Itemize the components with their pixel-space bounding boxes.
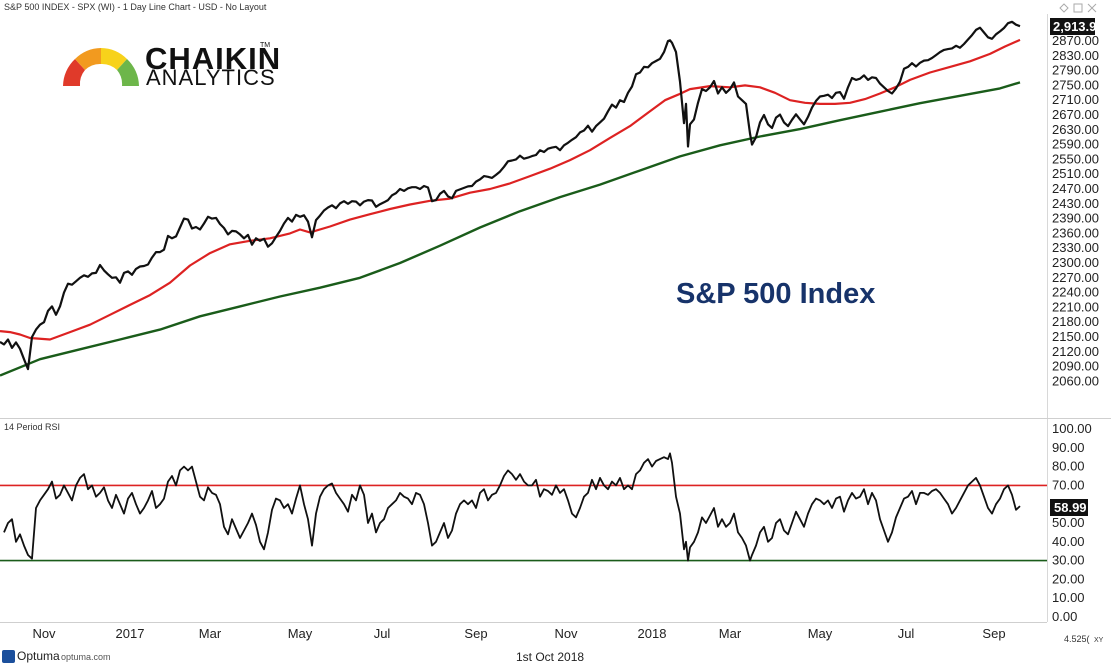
footer-vendor-url: optuma.com xyxy=(61,652,111,662)
rsi-y-tick-label: 90.00 xyxy=(1052,440,1085,455)
rsi-y-tick-label: 70.00 xyxy=(1052,477,1085,492)
price-last-value: 2,913.98 xyxy=(1050,18,1104,35)
price-y-tick-label: 2870.00 xyxy=(1052,33,1099,48)
price-y-tick-label: 2750.00 xyxy=(1052,77,1099,92)
rsi-y-tick-label: 30.00 xyxy=(1052,553,1085,568)
price-line xyxy=(0,20,1021,371)
price-y-axis: 2060.002090.002120.002150.002180.002210.… xyxy=(1052,33,1099,388)
chart-annotation: S&P 500 Index xyxy=(676,278,875,310)
x-tick-label: 2018 xyxy=(638,626,667,641)
rsi-last-value: 58.99 xyxy=(1050,499,1088,516)
rsi-y-tick-label: 80.00 xyxy=(1052,459,1085,474)
close-icon[interactable] xyxy=(1087,3,1097,13)
optuma-logo-icon xyxy=(2,650,15,663)
logo-gauge-red xyxy=(63,59,85,86)
restore-icon[interactable] xyxy=(1073,3,1083,13)
x-tick-label: Jul xyxy=(374,626,391,641)
price-y-tick-label: 2390.00 xyxy=(1052,211,1099,226)
logo-gauge-yellow xyxy=(101,48,127,70)
price-y-tick-label: 2120.00 xyxy=(1052,344,1099,359)
diamond-icon[interactable] xyxy=(1059,3,1069,13)
price-y-tick-label: 2150.00 xyxy=(1052,329,1099,344)
price-plot xyxy=(0,20,1021,377)
price-y-tick-label: 2710.00 xyxy=(1052,92,1099,107)
price-y-tick-label: 2550.00 xyxy=(1052,151,1099,166)
price-y-tick-label: 2090.00 xyxy=(1052,359,1099,374)
price-y-tick-label: 2790.00 xyxy=(1052,63,1099,78)
rsi-line xyxy=(3,452,1021,562)
chaikin-logo: CHAIKIN TM ANALYTICS xyxy=(63,41,281,90)
rsi-plot xyxy=(0,452,1047,562)
price-y-tick-label: 2510.00 xyxy=(1052,166,1099,181)
price-last-value-box xyxy=(1050,18,1095,35)
price-y-tick-label: 2830.00 xyxy=(1052,48,1099,63)
brand-name-line2: ANALYTICS xyxy=(146,65,276,90)
rsi-y-tick-label: 40.00 xyxy=(1052,534,1085,549)
brand-tm: TM xyxy=(260,42,270,49)
rsi-last-value-box xyxy=(1050,499,1088,516)
rsi-y-tick-label: 50.00 xyxy=(1052,515,1085,530)
price-y-tick-label: 2270.00 xyxy=(1052,270,1099,285)
brand-name-line1: CHAIKIN xyxy=(145,41,281,76)
price-y-tick-label: 2060.00 xyxy=(1052,373,1099,388)
price-last-value-text: 2,913.98 xyxy=(1053,19,1104,34)
rsi-y-tick-label: 100.00 xyxy=(1052,421,1092,436)
price-y-tick-label: 2590.00 xyxy=(1052,137,1099,152)
rsi-last-value-text: 58.99 xyxy=(1054,500,1087,515)
rsi-y-tick-label: 10.00 xyxy=(1052,590,1085,605)
x-tick-label: Jul xyxy=(898,626,915,641)
footer-vendor: Optuma xyxy=(17,649,60,663)
x-tick-label: Sep xyxy=(464,626,487,641)
price-y-tick-label: 2630.00 xyxy=(1052,122,1099,137)
ma50-line xyxy=(0,38,1021,341)
price-y-tick-label: 2330.00 xyxy=(1052,240,1099,255)
price-y-tick-label: 2360.00 xyxy=(1052,225,1099,240)
window-controls xyxy=(1059,3,1097,13)
x-tick-label: Mar xyxy=(199,626,222,641)
price-y-tick-label: 2470.00 xyxy=(1052,181,1099,196)
rsi-y-tick-label: 20.00 xyxy=(1052,571,1085,586)
rsi-y-axis: 0.0010.0020.0030.0040.0050.0060.0070.008… xyxy=(1052,421,1092,624)
price-y-tick-label: 2210.00 xyxy=(1052,299,1099,314)
price-y-tick-label: 2670.00 xyxy=(1052,107,1099,122)
rsi-y-tick-label: 0.00 xyxy=(1052,609,1077,624)
x-tick-label: 2017 xyxy=(116,626,145,641)
price-y-tick-label: 2430.00 xyxy=(1052,196,1099,211)
logo-gauge-orange xyxy=(75,48,101,70)
logo-gauge-green xyxy=(117,59,139,86)
chart-header-title: S&P 500 INDEX - SPX (WI) - 1 Day Line Ch… xyxy=(4,2,267,12)
x-tick-label: Mar xyxy=(719,626,742,641)
rsi-panel-title: 14 Period RSI xyxy=(4,422,60,432)
footer-date: 1st Oct 2018 xyxy=(516,650,584,664)
price-y-tick-label: 2240.00 xyxy=(1052,285,1099,300)
footer-xy-label: XY xyxy=(1094,637,1104,644)
ma200-line xyxy=(0,81,1021,377)
footer: Optuma optuma.com 1st Oct 2018 4.525( XY xyxy=(2,634,1104,664)
x-tick-label: May xyxy=(808,626,833,641)
price-y-tick-label: 2300.00 xyxy=(1052,255,1099,270)
x-tick-label: Sep xyxy=(982,626,1005,641)
x-tick-label: May xyxy=(288,626,313,641)
x-tick-label: Nov xyxy=(32,626,56,641)
price-y-tick-label: 2180.00 xyxy=(1052,314,1099,329)
x-tick-label: Nov xyxy=(554,626,578,641)
x-axis: Nov 2017 Mar May Jul Sep Nov 2018 Mar May Jul Sep xyxy=(32,626,1005,641)
footer-corner-value: 4.525( xyxy=(1064,634,1090,644)
